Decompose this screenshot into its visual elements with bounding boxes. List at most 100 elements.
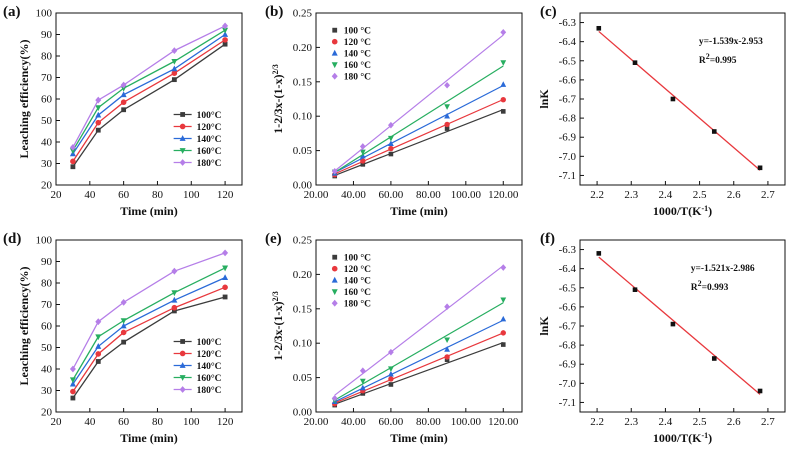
data-point: [331, 167, 338, 175]
x-tick-label: 2.6: [727, 416, 741, 428]
data-point: [444, 354, 450, 360]
data-point: [171, 290, 178, 297]
legend-marker: [331, 72, 338, 80]
data-point: [388, 348, 394, 356]
panel-label: (b): [265, 4, 283, 20]
legend-label: 120°C: [197, 122, 222, 133]
y-tick-label: 20: [41, 180, 53, 192]
y-tick-label: 0.20: [293, 269, 313, 281]
data-point: [95, 127, 101, 133]
y-tick-label: 20: [41, 407, 53, 419]
data-point: [444, 81, 450, 89]
data-point: [120, 298, 127, 306]
y-tick-label: 100: [36, 8, 53, 20]
x-tick-label: 80.00: [416, 189, 441, 201]
y-tick-label: -6.6: [559, 74, 577, 86]
x-tick-label: 2.4: [659, 189, 673, 201]
data-point: [596, 251, 602, 256]
x-tick-label: 2.5: [693, 416, 707, 428]
data-point: [69, 148, 76, 154]
data-point: [95, 334, 102, 341]
data-point: [69, 365, 76, 373]
legend-marker: [179, 362, 186, 368]
legend-marker: [179, 135, 186, 141]
data-point: [171, 304, 178, 311]
data-point: [444, 104, 450, 110]
panel-label: (e): [265, 231, 282, 247]
data-point: [95, 351, 102, 357]
x-tick-label: 2.7: [761, 416, 775, 428]
x-axis-label: Time (min): [120, 204, 177, 218]
data-point: [95, 343, 102, 349]
legend-label: 120°C: [197, 349, 222, 360]
legend-label: 100 °C: [344, 253, 371, 264]
data-point: [120, 99, 127, 106]
y-tick-label: -7.0: [559, 378, 577, 390]
data-point: [222, 265, 229, 272]
data-point: [171, 77, 177, 83]
x-tick-label: 20.00: [304, 416, 329, 428]
y-tick-label: 0.00: [293, 180, 313, 192]
legend-marker: [332, 27, 338, 33]
x-tick-label: 100.00: [451, 416, 482, 428]
legend-label: 140°C: [197, 361, 222, 372]
x-tick-label: 2.4: [659, 416, 673, 428]
x-tick-label: 60: [118, 416, 130, 428]
x-tick-label: 100: [183, 416, 200, 428]
y-tick-label: -6.7: [559, 94, 577, 106]
data-point: [444, 337, 450, 344]
x-tick-label: 2.3: [624, 189, 638, 201]
y-tick-label: 70: [41, 72, 53, 84]
legend-marker: [331, 276, 338, 283]
data-point: [70, 158, 76, 165]
legend-label: 100°C: [197, 337, 222, 348]
y-tick-label: -6.4: [559, 263, 577, 275]
data-point: [500, 342, 506, 347]
x-tick-label: 120.00: [488, 416, 519, 428]
legend-label: 160°C: [197, 373, 222, 384]
fit-r-squared: R2=0.993: [691, 278, 729, 293]
x-tick-label: 120.00: [488, 189, 519, 201]
fit-line-2: [334, 84, 504, 174]
y-tick-label: 50: [41, 115, 53, 127]
data-point: [222, 27, 229, 34]
x-tick-label: 80.00: [416, 416, 441, 428]
y-tick-label: -6.3: [559, 244, 577, 256]
legend-marker: [331, 49, 338, 56]
fit-line-2: [334, 319, 504, 403]
data-point: [444, 112, 450, 119]
legend-marker: [180, 339, 186, 344]
y-tick-label: 90: [41, 256, 53, 268]
panel-label: (f): [540, 231, 555, 247]
legend-label: 180°C: [197, 158, 222, 169]
legend-marker: [331, 62, 338, 69]
panel-c: (c) 2.2 2.3 2.4 2.5 2.6 2.7 -6.3 -6.4 -6.5 -6.6 -6.…: [537, 4, 786, 218]
y-tick-label: 0.15: [293, 76, 313, 88]
data-point: [500, 330, 506, 336]
data-point: [171, 296, 178, 303]
y-tick-label: 0.05: [293, 372, 313, 384]
y-tick-label: -7.0: [559, 151, 577, 163]
y-tick-label: 90: [41, 29, 53, 41]
x-axis-label: Time (min): [120, 431, 177, 445]
legend-label: 180°C: [197, 385, 222, 396]
data-point: [222, 37, 228, 43]
x-tick-label: 120: [217, 189, 234, 201]
x-axis-label: Time (min): [390, 431, 447, 445]
panel-label: (a): [3, 4, 21, 20]
data-point: [120, 85, 127, 92]
legend-label: 100 °C: [344, 26, 371, 37]
legend-label: 180 °C: [344, 299, 371, 310]
fit-line-1: [334, 98, 504, 175]
data-point: [222, 284, 228, 291]
legend-label: 180 °C: [344, 72, 371, 83]
data-point: [388, 135, 394, 142]
data-point: [360, 162, 366, 167]
data-point: [359, 367, 366, 375]
data-point: [70, 164, 76, 170]
data-point: [95, 119, 102, 126]
legend-label: 160 °C: [344, 60, 371, 71]
fit-line: [598, 256, 761, 395]
